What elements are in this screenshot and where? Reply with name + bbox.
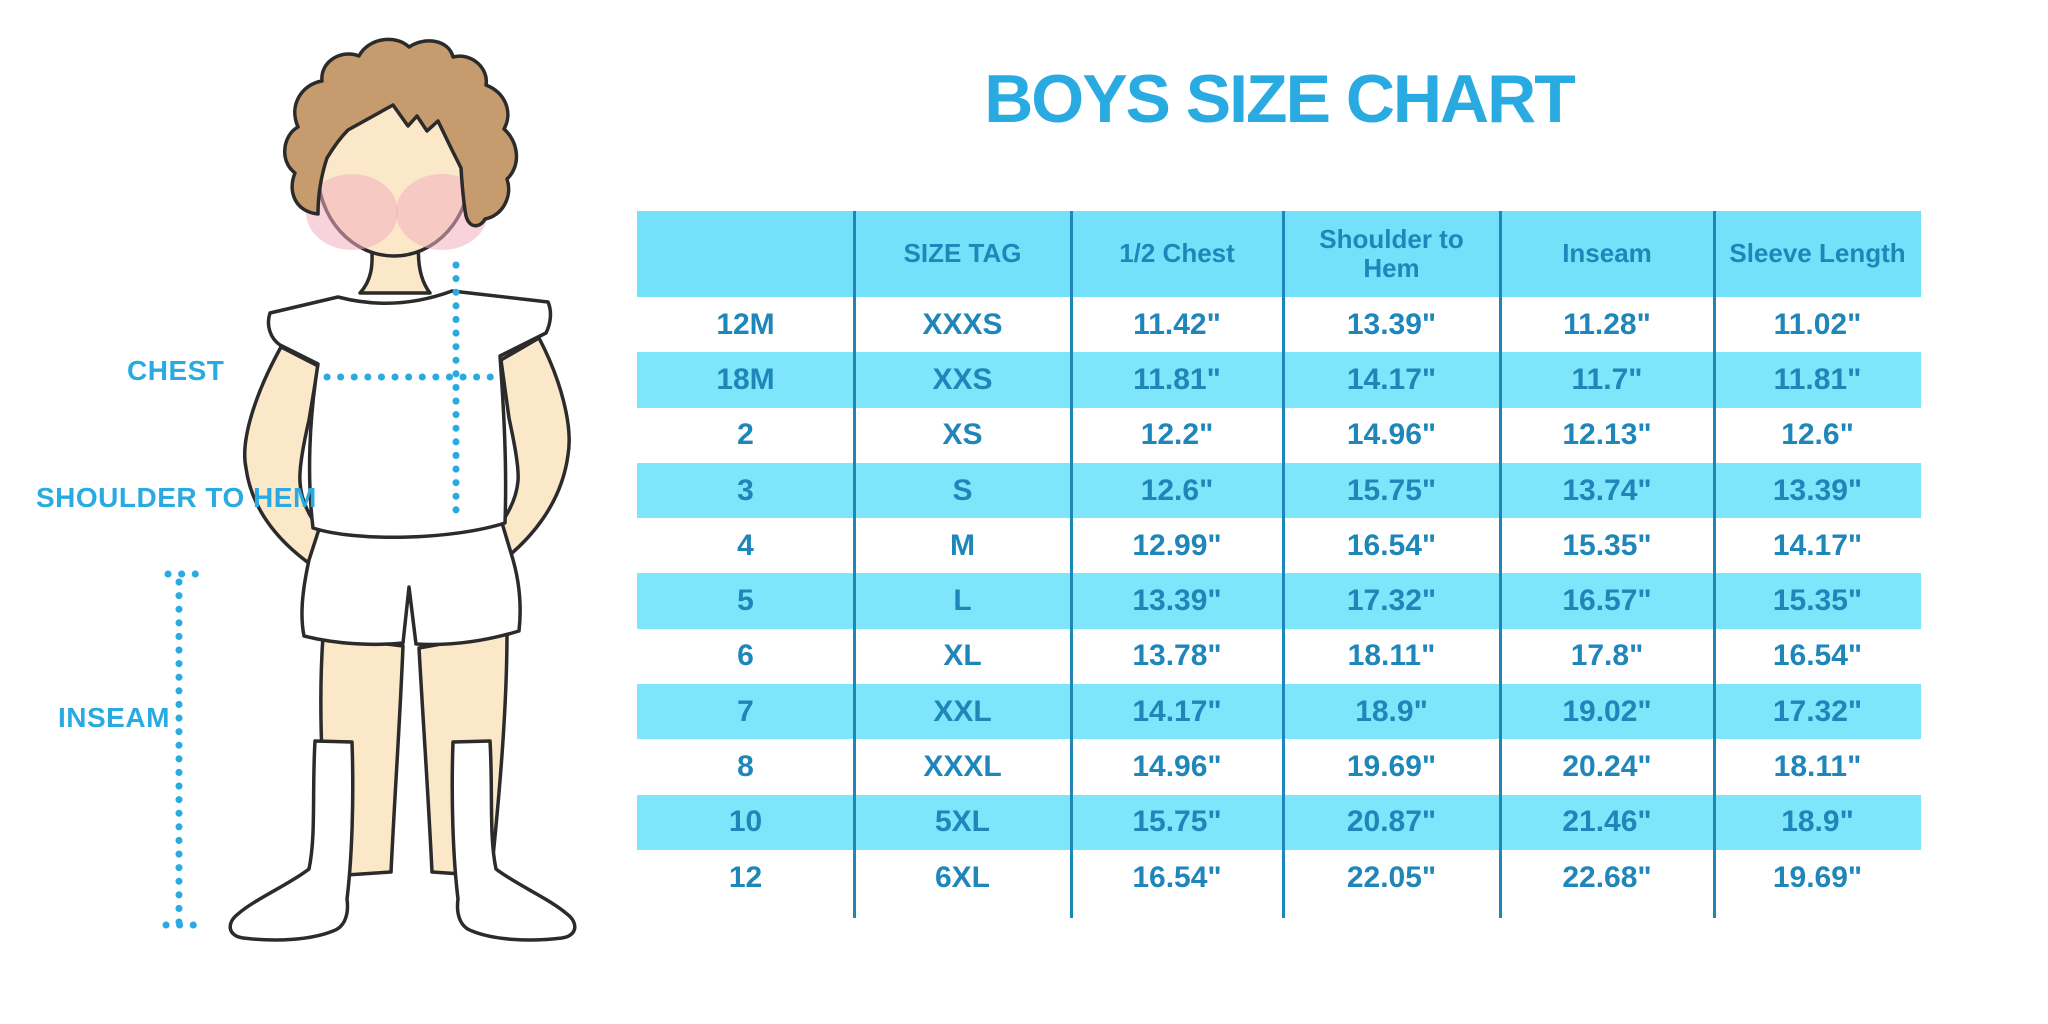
column-divider: [1712, 211, 1716, 918]
boy-illustration: [162, 37, 577, 942]
size-cell: 14.17": [1772, 528, 1863, 562]
size-cell: 11.42": [1133, 307, 1221, 341]
size-cell: 13.39": [1346, 307, 1437, 341]
size-cell: XS: [942, 418, 983, 452]
boy-blush-left: [306, 174, 398, 250]
size-cell: 17.32": [1283, 573, 1500, 629]
size-cell: 16.54": [1132, 860, 1222, 894]
size-row-label: 6: [737, 639, 754, 673]
size-cell: 14.17": [1071, 684, 1283, 740]
size-row-label: 3: [637, 462, 854, 519]
size-cell: 19.02": [1500, 684, 1714, 740]
inseam-measure-line: [162, 570, 200, 929]
size-cell: 19.69": [1346, 750, 1437, 784]
size-cell: 21.46": [1500, 794, 1714, 850]
size-cell: 5XL: [854, 794, 1071, 850]
column-divider: [1281, 211, 1285, 918]
size-cell: 11.02": [1773, 307, 1862, 341]
column-divider: [852, 211, 856, 918]
size-row-label: 8: [737, 750, 754, 784]
size-cell: 19.69": [1772, 860, 1863, 894]
column-header-shoulder-hem: Shoulder to Hem: [1283, 211, 1500, 297]
size-row-label: 12: [728, 860, 763, 894]
size-cell: 22.68": [1562, 860, 1652, 894]
size-cell: 16.54": [1346, 528, 1437, 562]
size-cell: 6XL: [934, 860, 991, 894]
size-cell: 16.57": [1500, 573, 1714, 629]
size-row-label: 10: [637, 794, 854, 850]
size-cell: 12.13": [1562, 418, 1652, 452]
shoulder-to-hem-label: SHOULDER TO HEM: [36, 482, 317, 513]
size-cell: 14.17": [1283, 352, 1500, 408]
size-cell: 11.28": [1563, 307, 1651, 341]
size-cell: 18.11": [1347, 639, 1436, 673]
size-cell: 11.81": [1714, 352, 1921, 408]
size-cell: 14.96": [1132, 750, 1222, 784]
boy-hair: [283, 37, 519, 228]
size-cell: XL: [943, 639, 982, 673]
size-row-label: 5: [637, 573, 854, 629]
size-row-label: 4: [737, 528, 754, 562]
column-header-blank: [637, 211, 854, 297]
size-cell: 13.39": [1071, 573, 1283, 629]
column-header-inseam: Inseam: [1500, 211, 1714, 297]
size-cell: M: [950, 528, 975, 562]
boy-sock-right: [450, 739, 577, 942]
page-title: BOYS SIZE CHART: [984, 61, 1576, 137]
size-cell: 20.87": [1283, 794, 1500, 850]
size-cell: S: [854, 462, 1071, 519]
size-cell: 12.6": [1781, 418, 1854, 452]
size-cell: XXXS: [922, 307, 1003, 341]
size-cell: XXL: [854, 684, 1071, 740]
size-cell: 17.32": [1714, 684, 1921, 740]
boy-shorts: [300, 521, 522, 647]
size-cell: 15.35": [1562, 528, 1652, 562]
size-cell: XXS: [854, 352, 1071, 408]
size-row-label: 18M: [637, 352, 854, 408]
column-divider: [1498, 211, 1502, 918]
size-cell: 18.11": [1773, 750, 1862, 784]
size-cell: 15.35": [1714, 573, 1921, 629]
size-row-label: 7: [637, 684, 854, 740]
size-cell: 20.24": [1562, 750, 1652, 784]
size-row-label: 12M: [716, 307, 775, 341]
chest-label: CHEST: [127, 355, 225, 386]
size-cell: 13.78": [1132, 639, 1222, 673]
size-cell: 13.74": [1500, 462, 1714, 519]
size-cell: L: [854, 573, 1071, 629]
size-cell: 16.54": [1772, 639, 1863, 673]
boy-sock-left: [228, 739, 355, 942]
size-cell: 17.8": [1570, 639, 1644, 673]
size-cell: 11.7": [1500, 352, 1714, 408]
size-cell: 22.05": [1346, 860, 1437, 894]
size-cell: 18.9": [1714, 794, 1921, 850]
column-divider: [1069, 211, 1073, 918]
size-cell: XXXL: [923, 750, 1002, 784]
inseam-label: INSEAM: [58, 702, 170, 733]
size-row-label: 2: [737, 418, 754, 452]
size-cell: 15.75": [1071, 794, 1283, 850]
size-table: SIZE TAG 1/2 Chest Shoulder to Hem Insea…: [637, 211, 1921, 918]
size-cell: 14.96": [1346, 418, 1437, 452]
column-header-size-tag: SIZE TAG: [854, 211, 1071, 297]
size-cell: 13.39": [1714, 462, 1921, 519]
size-cell: 18.9": [1283, 684, 1500, 740]
size-cell: 15.75": [1283, 462, 1500, 519]
size-cell: 12.2": [1140, 418, 1214, 452]
boy-shirt: [266, 289, 553, 539]
size-cell: 12.6": [1071, 462, 1283, 519]
size-cell: 11.81": [1071, 352, 1283, 408]
column-header-sleeve: Sleeve Length: [1714, 211, 1921, 297]
size-cell: 12.99": [1132, 528, 1222, 562]
column-header-half-chest: 1/2 Chest: [1071, 211, 1283, 297]
